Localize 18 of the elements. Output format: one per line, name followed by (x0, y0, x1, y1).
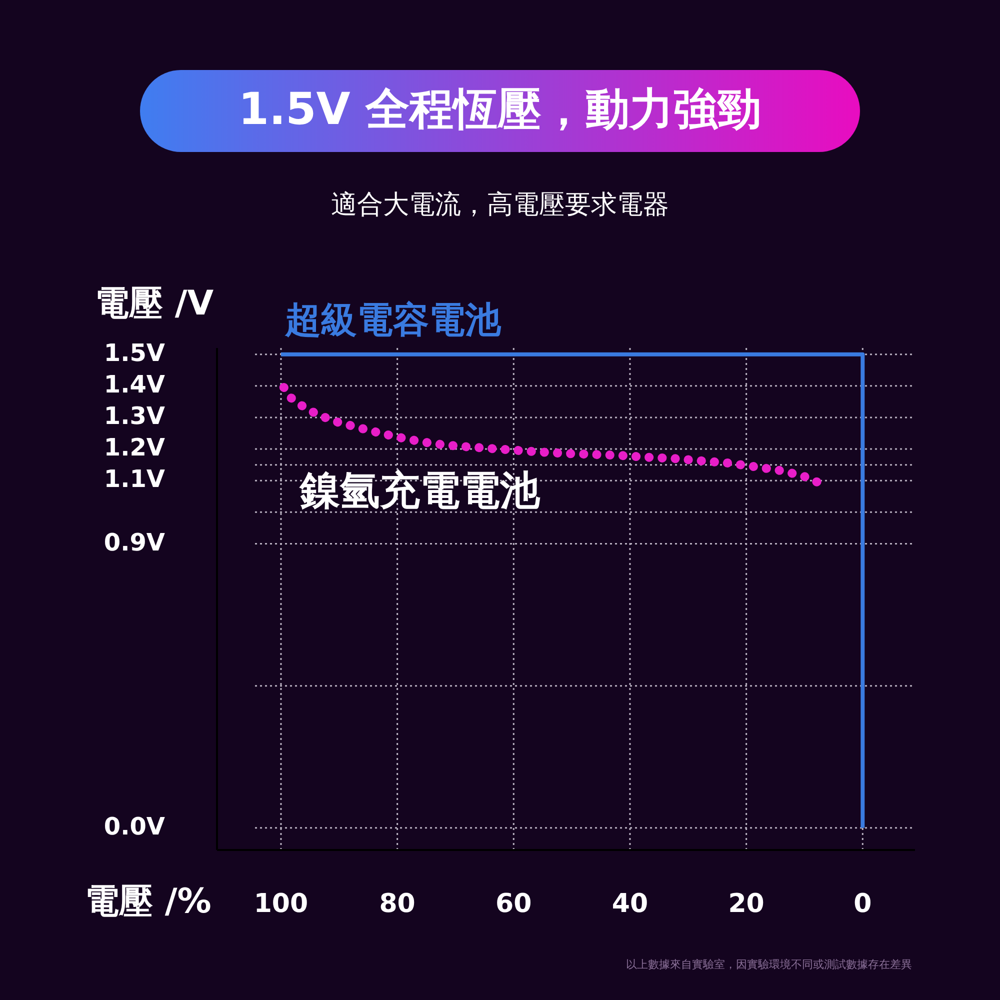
x-tick-label: 20 (728, 889, 764, 920)
y-tick-label: 1.3V (104, 402, 166, 430)
y-tick-label: 1.4V (104, 370, 166, 398)
x-tick-label: 40 (612, 889, 648, 920)
y-tick-label: 1.1V (104, 465, 166, 494)
y-tick-label: 1.2V (104, 434, 166, 462)
ylabel: 電壓 /V (95, 283, 214, 324)
annotation: 以上數據來自實驗室，因實驗環境不同或測試數據存在差異 (626, 958, 912, 972)
y-tick-label: 1.5V (104, 338, 166, 367)
title: 1.5V 全程恆壓，動力強勁 (238, 84, 762, 136)
x-tick-label: 100 (254, 889, 308, 920)
x-tick-label: 80 (379, 889, 416, 920)
y-tick-label: 0.0V (104, 812, 166, 840)
x-tick-label: 0 (854, 889, 872, 920)
subtitle: 適合大電流，高電壓要求電器 (331, 190, 669, 220)
xlabel: 電壓 /% (85, 881, 212, 922)
x-tick-label: 60 (496, 889, 532, 920)
y-tick-label: 0.9V (104, 528, 166, 556)
